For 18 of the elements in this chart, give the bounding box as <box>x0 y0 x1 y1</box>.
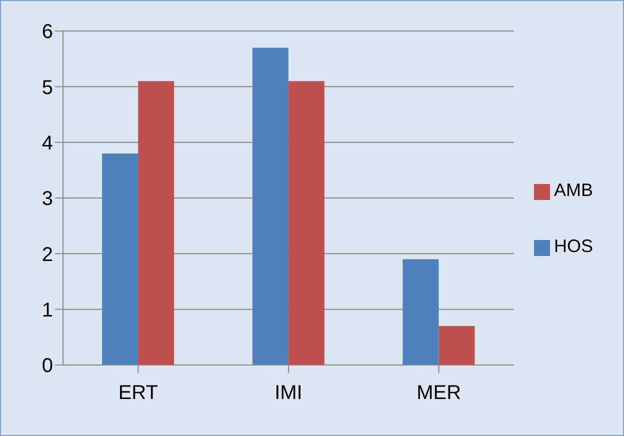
bar <box>252 48 288 365</box>
y-tick-label: 0 <box>42 355 53 378</box>
bar <box>288 81 324 365</box>
legend-label: AMB <box>554 180 593 200</box>
y-tick-label: 5 <box>42 76 53 99</box>
bar <box>402 259 439 365</box>
bar <box>138 81 174 365</box>
bar <box>102 153 138 365</box>
x-tick-label: MER <box>416 382 462 404</box>
legend-label: HOS <box>554 236 593 256</box>
x-tick-label: IMI <box>274 382 302 404</box>
y-tick-label: 2 <box>42 244 53 266</box>
y-tick-label: 1 <box>42 299 53 322</box>
bar <box>438 326 475 365</box>
y-tick-label: 6 <box>42 21 53 44</box>
y-tick-label: 3 <box>42 188 53 210</box>
x-tick-label: ERT <box>118 382 158 404</box>
y-tick-label: 4 <box>42 132 53 154</box>
